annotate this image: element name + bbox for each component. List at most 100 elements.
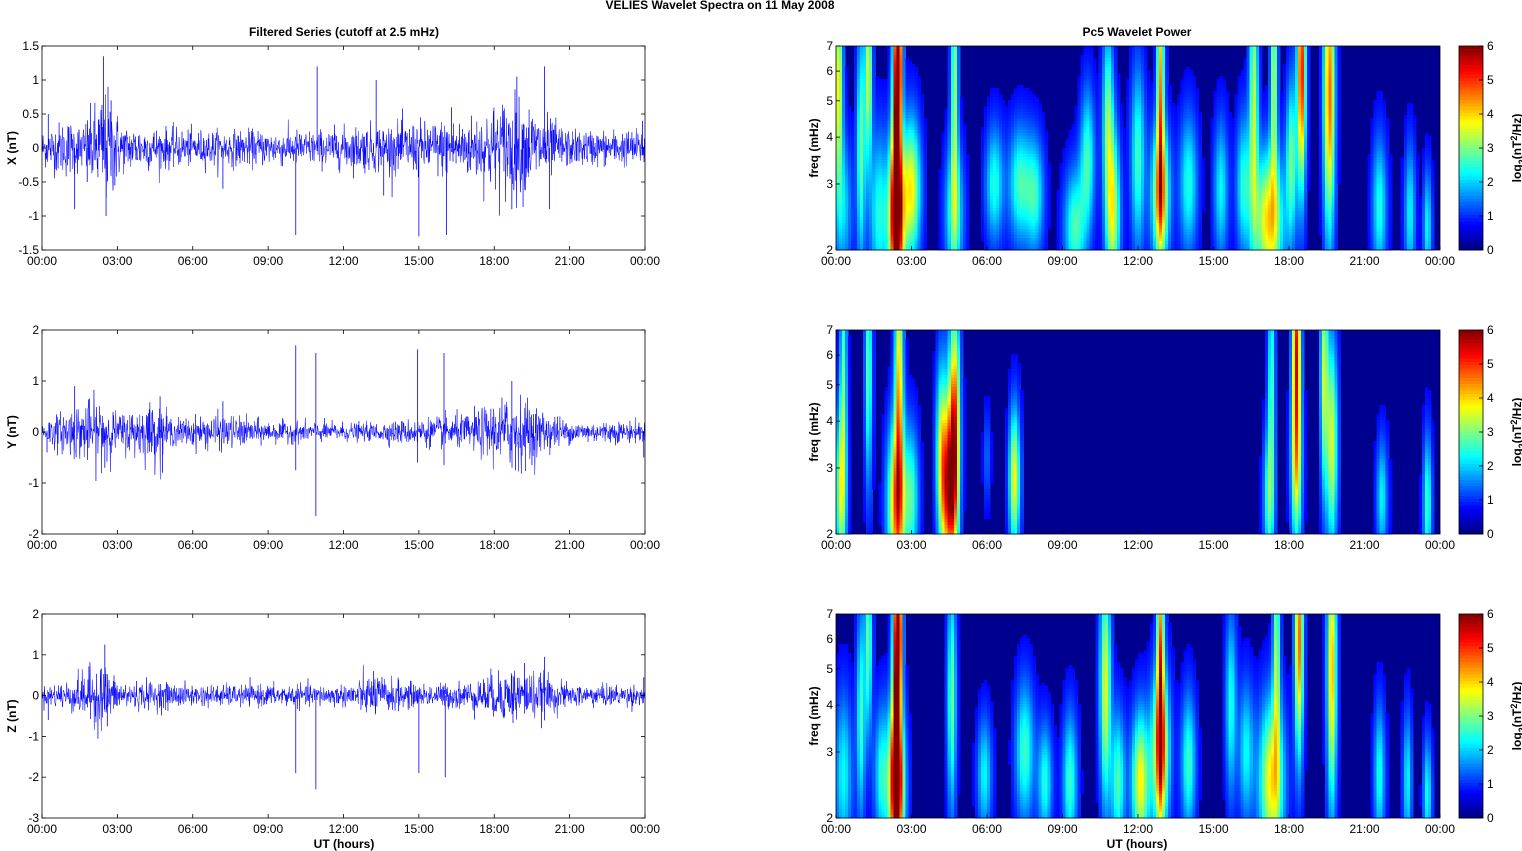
heatmap-cell xyxy=(1295,76,1299,80)
heatmap-cell xyxy=(1110,49,1115,53)
x-series-ytick-label: 0.5 xyxy=(22,107,39,121)
heatmap-cell xyxy=(1273,67,1278,71)
heatmap-cell xyxy=(1337,55,1341,59)
heatmap-cell xyxy=(1113,52,1118,56)
heatmap-cell xyxy=(839,52,843,56)
heatmap-cell xyxy=(1270,64,1275,68)
heatmap-cell xyxy=(869,55,873,59)
heatmap-cell xyxy=(1110,52,1115,56)
heatmap-cell xyxy=(1322,46,1326,50)
heatmap-cell xyxy=(1285,46,1290,50)
heatmap-cell xyxy=(902,58,907,62)
heatmap-cell xyxy=(839,67,843,71)
heatmap-cell xyxy=(1134,79,1139,83)
heatmap-cell xyxy=(1153,73,1157,77)
heatmap-cell xyxy=(1110,73,1115,77)
heatmap-cell xyxy=(1246,55,1251,59)
heatmap-cell xyxy=(1328,46,1332,50)
heatmap-cell xyxy=(1301,61,1305,65)
heatmap-cell xyxy=(1249,61,1254,65)
heatmap-cell xyxy=(1162,58,1166,62)
heatmap-cell xyxy=(842,49,846,53)
heatmap-cell xyxy=(887,52,891,56)
heatmap-cell xyxy=(1089,79,1094,83)
heatmap-cell xyxy=(950,73,955,77)
heatmap-cell xyxy=(1249,73,1254,77)
heatmap-cell xyxy=(1156,58,1160,62)
heatmap-cell xyxy=(1098,64,1103,68)
heatmap-cell xyxy=(1110,58,1115,62)
heatmap-cell xyxy=(1083,52,1088,56)
heatmap-cell xyxy=(956,79,961,83)
heatmap-cell xyxy=(893,82,897,86)
heatmap-cell xyxy=(854,67,858,71)
heatmap-cell xyxy=(1128,55,1133,59)
heatmap-cell xyxy=(863,52,867,56)
heatmap-cell xyxy=(1134,64,1139,68)
y-series-ylabel: Y (nT) xyxy=(5,415,19,449)
heatmap-cell xyxy=(1189,79,1193,83)
heatmap-cell xyxy=(1246,64,1251,68)
heatmap-cell xyxy=(1086,49,1091,53)
heatmap-cell xyxy=(1328,70,1332,74)
heatmap-cell xyxy=(1246,73,1251,77)
heatmap-cell xyxy=(1292,64,1296,68)
heatmap-cell xyxy=(899,46,904,50)
heatmap-cell xyxy=(1337,64,1341,68)
heatmap-cell xyxy=(1337,70,1341,74)
heatmap-cell xyxy=(947,73,952,77)
heatmap-cell xyxy=(1134,67,1139,71)
heatmap-cell xyxy=(1267,58,1272,62)
heatmap-cell xyxy=(902,76,907,80)
heatmap-cell xyxy=(1144,55,1148,59)
heatmap-cell xyxy=(1183,73,1187,77)
heatmap-cell xyxy=(1131,58,1136,62)
x-series-ytick-label: 1.5 xyxy=(22,39,39,53)
heatmap-cell xyxy=(854,79,858,83)
heatmap-cell xyxy=(1249,46,1254,50)
heatmap-cell xyxy=(1331,73,1335,77)
heatmap-cell xyxy=(1144,64,1148,68)
heatmap-cell xyxy=(1243,73,1248,77)
heatmap-cell xyxy=(890,61,894,65)
heatmap-cell xyxy=(1092,79,1097,83)
heatmap-cell xyxy=(1095,79,1100,83)
heatmap-cell xyxy=(899,64,904,68)
heatmap-cell xyxy=(869,67,873,71)
heatmap-cell xyxy=(1334,61,1338,65)
heatmap-cell xyxy=(1249,52,1254,56)
heatmap-cell xyxy=(1156,61,1160,65)
heatmap-cell xyxy=(1165,52,1169,56)
heatmap-cell xyxy=(1083,70,1088,74)
heatmap-cell xyxy=(887,70,891,74)
heatmap-cell xyxy=(1267,67,1272,71)
heatmap-cell xyxy=(1255,67,1260,71)
heatmap-cell xyxy=(1285,64,1290,68)
heatmap-cell xyxy=(950,49,955,53)
heatmap-cell xyxy=(875,79,879,83)
heatmap-cell xyxy=(839,61,843,65)
heatmap-cell xyxy=(1276,61,1281,65)
heatmap-cell xyxy=(887,46,891,50)
heatmap-cell xyxy=(866,67,870,71)
heatmap-cell xyxy=(1276,52,1281,56)
heatmap-cell xyxy=(1237,76,1242,80)
heatmap-cell xyxy=(1104,64,1109,68)
heatmap-cell xyxy=(1104,52,1109,56)
heatmap-cell xyxy=(905,61,910,65)
heatmap-cell xyxy=(1131,55,1136,59)
heatmap-cell xyxy=(1138,64,1142,68)
heatmap-cell xyxy=(1134,61,1139,65)
heatmap-cell xyxy=(893,55,897,59)
heatmap-cell xyxy=(1107,64,1112,68)
left-column-title: Filtered Series (cutoff at 2.5 mHz) xyxy=(249,25,439,39)
heatmap-cell xyxy=(1138,67,1142,71)
heatmap-cell xyxy=(1131,79,1136,83)
heatmap-cell xyxy=(1101,64,1106,68)
heatmap-cell xyxy=(857,46,861,50)
heatmap-cell xyxy=(1258,55,1263,59)
heatmap-cell xyxy=(1258,58,1263,62)
x-series-xtick-label: 12:00 xyxy=(328,254,358,268)
heatmap-cell xyxy=(1138,76,1142,80)
heatmap-cell xyxy=(1328,58,1332,62)
